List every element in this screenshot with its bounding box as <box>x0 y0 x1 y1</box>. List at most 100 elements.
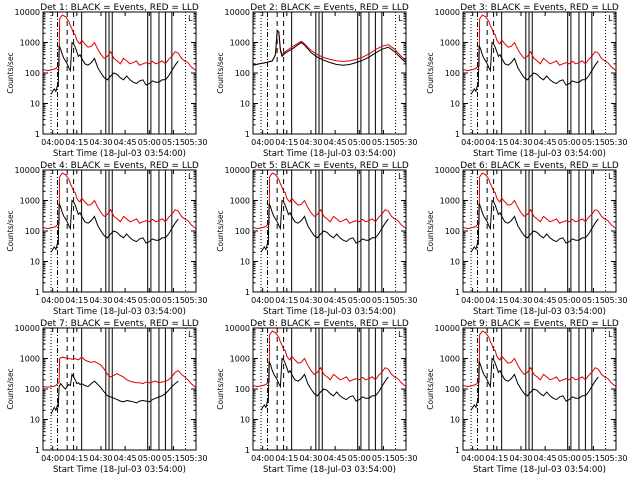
xtick-label: 05:15 <box>582 296 605 305</box>
ytick-label: 100 <box>25 385 40 394</box>
ytick-label: 100 <box>25 69 40 78</box>
ytick-label: 10000 <box>225 324 250 333</box>
ytick-label: 1 <box>455 288 460 297</box>
y-axis-title: Counts/sec <box>6 52 15 93</box>
ytick-label: 10 <box>240 258 250 267</box>
xtick-label: 04:45 <box>534 454 557 463</box>
events-series-line <box>253 29 406 66</box>
xtick-label: 05:00 <box>138 138 161 147</box>
ytick-label: 100 <box>25 227 40 236</box>
ytick-label: 100 <box>445 227 460 236</box>
xtick-label: 05:30 <box>604 138 627 147</box>
panel-annotation: L <box>398 330 403 339</box>
ytick-label: 10000 <box>435 324 460 333</box>
panel-annotation: L <box>188 172 193 181</box>
events-series-line <box>470 199 599 253</box>
ytick-label: 1 <box>35 288 40 297</box>
xtick-label: 04:15 <box>485 138 508 147</box>
xtick-label: 04:30 <box>509 138 532 147</box>
panel-9: 1 10 100 1000 10000 04:00 04:15 04:30 04:45 05:00… <box>426 319 628 475</box>
lld-series-line <box>43 172 196 230</box>
panel-title: Det 2: BLACK = Events, RED = LLD <box>250 3 409 13</box>
panel-3: 1 10 100 1000 10000 04:00 04:15 04:30 04:45 05:00… <box>426 3 628 159</box>
xtick-label: 04:15 <box>275 454 298 463</box>
events-series-line <box>260 357 389 411</box>
ytick-label: 10000 <box>435 166 460 175</box>
xtick-label: 05:00 <box>558 296 581 305</box>
x-axis-title: Start Time (18-Jul-03 03:54:00) <box>53 307 186 317</box>
ytick-label: 10 <box>450 100 460 109</box>
xtick-label: 05:30 <box>394 138 417 147</box>
panel-5: 1 10 100 1000 10000 04:00 04:15 04:30 04:45 05:00… <box>216 161 418 317</box>
events-series-line <box>470 41 599 95</box>
lld-series-line <box>463 330 616 388</box>
ytick-label: 1 <box>455 130 460 139</box>
ytick-label: 10 <box>240 416 250 425</box>
xtick-label: 04:15 <box>485 296 508 305</box>
xtick-label: 04:45 <box>114 138 137 147</box>
lld-series-line <box>463 14 616 72</box>
xtick-label: 05:15 <box>372 296 395 305</box>
ytick-label: 10 <box>30 258 40 267</box>
xtick-label: 04:30 <box>299 454 322 463</box>
xtick-label: 05:15 <box>372 138 395 147</box>
xtick-label: 05:30 <box>604 296 627 305</box>
panel-title: Det 4: BLACK = Events, RED = LLD <box>40 161 199 171</box>
xtick-label: 05:15 <box>582 138 605 147</box>
xtick-label: 04:15 <box>275 296 298 305</box>
xtick-label: 05:30 <box>394 296 417 305</box>
panel-title: Det 7: BLACK = Events, RED = LLD <box>40 319 199 329</box>
ytick-label: 10 <box>30 416 40 425</box>
xtick-label: 04:15 <box>65 138 88 147</box>
xtick-label: 04:30 <box>299 296 322 305</box>
lld-series-line <box>43 14 196 72</box>
xtick-label: 04:45 <box>534 138 557 147</box>
xtick-label: 04:00 <box>461 138 484 147</box>
x-axis-title: Start Time (18-Jul-03 03:54:00) <box>53 465 186 475</box>
panel-8: 1 10 100 1000 10000 04:00 04:15 04:30 04:45 05:00… <box>216 319 418 475</box>
xtick-label: 05:15 <box>582 454 605 463</box>
xtick-label: 04:15 <box>65 296 88 305</box>
xtick-label: 04:30 <box>509 454 532 463</box>
y-axis-title: Counts/sec <box>6 368 15 409</box>
y-axis-title: Counts/sec <box>216 210 225 251</box>
panel-annotation: L <box>608 14 613 23</box>
ytick-label: 1 <box>245 288 250 297</box>
xtick-label: 05:00 <box>348 138 371 147</box>
ytick-label: 1000 <box>20 39 40 48</box>
xtick-label: 04:15 <box>275 138 298 147</box>
x-axis-title: Start Time (18-Jul-03 03:54:00) <box>473 465 606 475</box>
xtick-label: 04:45 <box>114 296 137 305</box>
xtick-label: 05:30 <box>184 454 207 463</box>
panel-annotation: L <box>188 330 193 339</box>
ytick-label: 100 <box>235 227 250 236</box>
panel-annotation: L <box>608 330 613 339</box>
panel-annotation: L <box>398 172 403 181</box>
ytick-label: 1 <box>245 446 250 455</box>
xtick-label: 05:15 <box>162 454 185 463</box>
xtick-label: 04:00 <box>251 138 274 147</box>
ytick-label: 1000 <box>20 355 40 364</box>
ytick-label: 1000 <box>20 197 40 206</box>
xtick-label: 04:30 <box>89 138 112 147</box>
x-axis-title: Start Time (18-Jul-03 03:54:00) <box>473 307 606 317</box>
xtick-label: 04:45 <box>534 296 557 305</box>
x-axis-title: Start Time (18-Jul-03 03:54:00) <box>263 149 396 159</box>
ytick-label: 1 <box>455 446 460 455</box>
xtick-label: 04:45 <box>114 454 137 463</box>
ytick-label: 10000 <box>15 324 40 333</box>
ytick-label: 1000 <box>230 197 250 206</box>
ytick-label: 10000 <box>225 8 250 17</box>
xtick-label: 04:30 <box>299 138 322 147</box>
xtick-label: 05:00 <box>138 296 161 305</box>
ytick-label: 1 <box>35 446 40 455</box>
ytick-label: 10 <box>450 258 460 267</box>
panel-title: Det 1: BLACK = Events, RED = LLD <box>40 3 199 13</box>
ytick-label: 1000 <box>230 355 250 364</box>
ytick-label: 1000 <box>440 39 460 48</box>
y-axis-title: Counts/sec <box>426 52 435 93</box>
panel-title: Det 8: BLACK = Events, RED = LLD <box>250 319 409 329</box>
ytick-label: 1000 <box>440 355 460 364</box>
xtick-label: 05:15 <box>162 296 185 305</box>
